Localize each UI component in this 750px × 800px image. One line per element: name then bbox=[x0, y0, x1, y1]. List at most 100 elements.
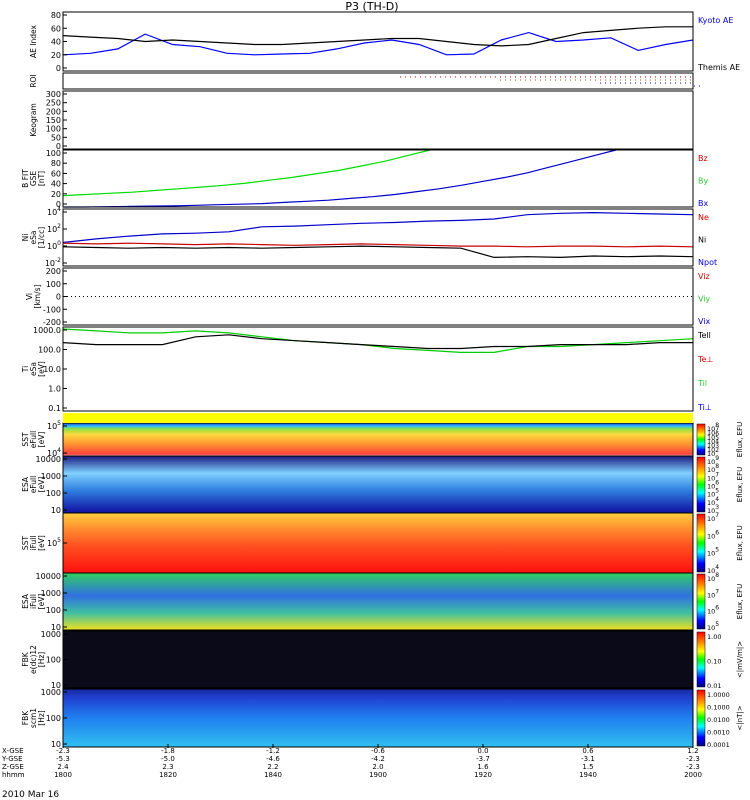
bfit-frame bbox=[62, 149, 694, 208]
fbk-b-ytick-label: 1000 bbox=[41, 688, 61, 697]
x-tick-label: 1940 bbox=[579, 771, 597, 779]
sst-e-top-strip bbox=[63, 413, 693, 423]
esa-e-ylabel: [eV] bbox=[37, 477, 46, 493]
x-row-label: hhmm bbox=[2, 771, 25, 779]
fbk-e-ylabel: e(dc)12 bbox=[29, 645, 38, 674]
x-tick-label: 1.5 bbox=[582, 763, 593, 771]
sst-i-colorbar-tick: 106 bbox=[707, 529, 719, 540]
esa-i-frame bbox=[62, 572, 694, 631]
panel-ae: 80 60 40 20 0 AE Index Kyoto AE Themis AE bbox=[29, 11, 740, 73]
vi-ytick-label: -200 bbox=[43, 318, 61, 327]
esa-i-colorbar bbox=[696, 573, 706, 630]
sst-i-ylabel: SST bbox=[21, 536, 30, 551]
ae-ytick-label: 80 bbox=[51, 11, 61, 20]
fbk-e-ylabel: FBK bbox=[21, 651, 30, 666]
ni-ytick-label: 10-2 bbox=[45, 257, 61, 268]
sst-i-colorbar-tick: 104 bbox=[707, 564, 719, 575]
keogram-ytick-label: 50 bbox=[51, 133, 61, 142]
esa-e-ylabel: ESA bbox=[21, 476, 30, 492]
ti-legend-label: Ti⊥ bbox=[697, 403, 712, 412]
ti-ytick-label: 1.0 bbox=[48, 385, 61, 394]
panel-sst-i: 105 SST iFull [eV] 107 106 105 104 Eflux, EFU bbox=[21, 512, 744, 575]
x-tick-label: -2.3 bbox=[686, 763, 700, 771]
ae-series-line bbox=[62, 31, 694, 56]
fbk-e-colorbar-label: <|mV/m|> bbox=[736, 641, 744, 678]
esa-i-ylabel: ESA bbox=[21, 593, 30, 609]
x-tick-label: -3.1 bbox=[581, 755, 595, 763]
fbk-e-ytick-label: 10 bbox=[51, 681, 61, 690]
fbk-e-spectrogram bbox=[63, 631, 693, 688]
panel-roi: ROI bbox=[29, 72, 700, 90]
esa-e-colorbar-tick: 104 bbox=[707, 496, 719, 507]
ae-series-line bbox=[62, 26, 693, 47]
ni-legend-label: Ni bbox=[698, 236, 706, 245]
figure-title: P3 (TH-D) bbox=[345, 0, 398, 13]
sst-e-colorbar-tick: 108 bbox=[707, 422, 719, 433]
ni-ylabel: eSa bbox=[29, 231, 38, 245]
vi-legend-label: Vix bbox=[698, 317, 711, 326]
ni-ylabel: [1/cc] bbox=[37, 227, 46, 248]
x-tick-label: 0.0 bbox=[477, 747, 488, 755]
sst-e-colorbar-tick: 106 bbox=[707, 430, 719, 441]
panel-fbk-e: 1000 100 10 FBK e(dc)12 [Hz] 1.00 0.10 0.01 <|mV/… bbox=[21, 630, 744, 690]
esa-e-colorbar-tick: 108 bbox=[707, 463, 719, 474]
fbk-b-ylabel: scm1 bbox=[29, 708, 38, 728]
ni-ylabel: Ni bbox=[21, 234, 30, 242]
esa-e-ylabel: eFull bbox=[29, 476, 38, 493]
x-tick-label: -5.0 bbox=[161, 755, 175, 763]
ti-legend-label: Tell bbox=[697, 331, 711, 340]
sst-e-colorbar-tick: 102 bbox=[707, 447, 719, 458]
sst-e-ytick-label: 105 bbox=[47, 420, 61, 431]
esa-e-colorbar-tick: 106 bbox=[707, 480, 719, 491]
fbk-b-colorbar-tick: 0.0010 bbox=[707, 729, 730, 737]
sst-i-ylabel: [eV] bbox=[37, 535, 46, 551]
bfit-ytick-label: 0 bbox=[56, 200, 61, 209]
vi-ytick-label: 100 bbox=[46, 280, 61, 289]
esa-i-ylabel: iFull bbox=[29, 594, 38, 609]
x-tick-label: -2.3 bbox=[56, 747, 70, 755]
esa-i-colorbar-tick: 107 bbox=[707, 588, 719, 599]
sst-e-colorbar-tick: 107 bbox=[707, 426, 719, 437]
roi-ylabel: ROI bbox=[29, 74, 38, 87]
esa-e-spectrogram bbox=[63, 456, 693, 513]
x-tick-label: 1900 bbox=[369, 771, 387, 779]
sst-i-colorbar-tick: 107 bbox=[707, 512, 719, 523]
roi-frame bbox=[62, 72, 694, 90]
sst-i-colorbar-tick: 105 bbox=[707, 547, 719, 558]
x-tick-label: -4.2 bbox=[371, 755, 385, 763]
ae-ytick-label: 0 bbox=[56, 64, 61, 73]
ni-series-line bbox=[62, 245, 694, 259]
x-tick-label: -0.6 bbox=[371, 747, 385, 755]
x-tick-label: 1920 bbox=[474, 771, 492, 779]
ni-legend-label: Ne bbox=[698, 213, 709, 222]
x-tick-label: 2.3 bbox=[162, 763, 173, 771]
panel-esa-i: 10000 1000 100 10 ESA iFull [eV] 108 107 106 105 Ef… bbox=[21, 572, 744, 632]
sst-i-colorbar-label: Eflux, EFU bbox=[736, 525, 744, 560]
x-tick-label: 2.4 bbox=[57, 763, 69, 771]
fbk-e-ytick-label: 100 bbox=[46, 656, 61, 665]
bfit-legend-label: Bz bbox=[698, 154, 708, 163]
x-tick-label: -4.6 bbox=[266, 755, 280, 763]
sst-e-ytick-label: 104 bbox=[47, 447, 61, 458]
ae-ytick-label: 60 bbox=[51, 24, 61, 33]
esa-e-colorbar-tick: 103 bbox=[707, 504, 719, 515]
ti-series-line bbox=[62, 334, 693, 350]
x-tick-label: -2.3 bbox=[686, 755, 700, 763]
ti-ytick-label: 100.0 bbox=[38, 346, 61, 355]
fbk-e-colorbar bbox=[696, 631, 706, 688]
bfit-ytick-label: 20 bbox=[51, 190, 61, 199]
keogram-ylabel: Keogram bbox=[29, 103, 38, 137]
esa-e-ytick-label: 1000 bbox=[41, 472, 61, 481]
esa-i-colorbar-tick: 108 bbox=[707, 572, 719, 583]
keogram-ytick-label: 100 bbox=[46, 125, 61, 134]
bfit-ylabel: [nT] bbox=[37, 171, 46, 186]
ti-ylabel: [eV] bbox=[37, 361, 46, 377]
esa-i-ylabel: [eV] bbox=[37, 594, 46, 610]
fbk-b-ylabel: [Hz] bbox=[37, 710, 46, 726]
esa-e-ytick-label: 10 bbox=[51, 506, 61, 515]
bfit-ytick-label: 100 bbox=[46, 149, 61, 158]
